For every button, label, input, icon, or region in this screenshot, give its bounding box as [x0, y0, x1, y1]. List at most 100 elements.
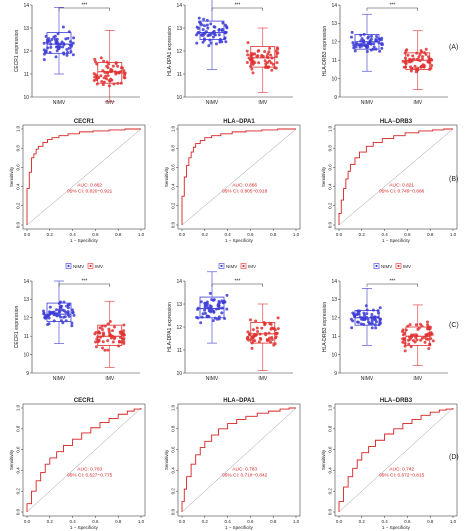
sample-point — [42, 48, 46, 52]
roc-chart: HLA−DRB3 0.0 0.2 0.4 0.6 0.8 1.0 0.0 0.2 0.4 0.6 0.… — [321, 119, 458, 243]
y-tick-label: 0.0 — [16, 221, 21, 228]
sample-point — [403, 341, 407, 345]
sample-point — [257, 61, 261, 65]
sample-point — [352, 46, 356, 50]
sample-point — [427, 55, 431, 59]
x-axis-label: 1 − Specificity — [382, 525, 411, 530]
sample-point — [98, 326, 102, 330]
sample-point — [370, 313, 374, 317]
sample-point — [414, 333, 418, 337]
y-tick-label: 9 — [334, 95, 337, 101]
sample-point — [428, 342, 432, 346]
y-tick-label: 0.4 — [16, 467, 21, 474]
x-tick-label: NIMV — [53, 376, 66, 382]
x-tick-label: 0.8 — [115, 519, 122, 524]
sample-point — [352, 43, 356, 47]
sample-point — [93, 75, 97, 79]
sample-point — [100, 327, 104, 331]
sample-point — [359, 33, 363, 37]
sample-point — [272, 343, 276, 347]
ci-label: 95% CI: 0.718−0.842 — [222, 472, 268, 478]
sample-point — [122, 69, 126, 73]
sample-point — [251, 71, 255, 75]
sample-point — [365, 49, 369, 53]
auc-label: AUC: 0.821 — [389, 183, 414, 189]
x-tick-label: IMV — [413, 100, 423, 106]
sample-point — [110, 329, 114, 333]
plot-frame — [177, 124, 301, 230]
sample-point — [365, 46, 369, 50]
sample-point — [361, 316, 365, 320]
sample-point — [245, 337, 249, 341]
y-tick-label: 9 — [26, 371, 29, 377]
sample-point — [408, 57, 412, 61]
sample-point — [353, 49, 357, 53]
y-tick-label: 0.2 — [171, 488, 176, 495]
sample-point — [225, 307, 229, 311]
sample-point — [251, 62, 255, 66]
sample-point — [255, 326, 259, 330]
sample-point — [93, 57, 97, 61]
sample-point — [401, 337, 405, 341]
sample-point — [257, 340, 261, 344]
legend-swatch-dot — [242, 264, 245, 268]
sample-point — [48, 39, 52, 43]
sample-point — [205, 300, 209, 304]
sample-point — [109, 333, 113, 337]
sample-point — [404, 328, 408, 332]
y-tick-label: 0.6 — [171, 164, 176, 171]
sample-point — [205, 18, 209, 22]
y-axis-label: Sensitivity — [164, 449, 169, 470]
sample-point — [270, 56, 274, 60]
sample-point — [274, 55, 278, 59]
ci-label: 95% CI: 0.627−0.775 — [67, 472, 113, 478]
auc-label: AUC: 0.703 — [77, 466, 102, 472]
boxplot-chart: 10 11 12 13 14 CECR1 expression NIMV IMV *** — [14, 3, 140, 106]
sample-point — [101, 83, 105, 87]
y-tick-label: 14 — [331, 279, 337, 285]
sample-point — [54, 308, 58, 312]
sample-point — [408, 337, 412, 341]
x-tick-label: 0.6 — [247, 519, 254, 524]
sample-point — [409, 345, 413, 349]
sample-point — [356, 309, 360, 313]
sample-point — [269, 53, 273, 57]
sample-point — [408, 323, 412, 327]
sample-point — [122, 333, 126, 337]
sample-point — [377, 323, 381, 327]
sample-point — [117, 340, 121, 344]
y-tick-label: 14 — [331, 3, 337, 9]
panel-label-d: (D) — [449, 454, 459, 461]
sample-point — [109, 68, 113, 72]
sample-point — [225, 293, 229, 297]
sample-point — [407, 342, 411, 346]
sample-point — [375, 35, 379, 39]
sample-point — [209, 41, 213, 45]
sample-point — [275, 61, 279, 65]
y-tick-label: 9 — [334, 371, 337, 377]
reference-diagonal — [26, 128, 142, 226]
sample-point — [208, 291, 212, 295]
sample-point — [371, 47, 375, 51]
sample-point — [105, 64, 109, 68]
sample-point — [403, 344, 407, 348]
sample-point — [406, 324, 410, 328]
chart-title: HLA−DPA1 — [223, 119, 255, 125]
x-tick-label: 0.6 — [404, 232, 411, 237]
panel-label-b: (B) — [449, 176, 459, 183]
roc-curve — [26, 408, 142, 512]
sample-point — [250, 346, 254, 350]
sample-point — [374, 326, 378, 330]
sample-point — [268, 336, 272, 340]
sample-point — [372, 42, 376, 46]
sample-point — [378, 317, 382, 321]
sample-point — [429, 337, 433, 341]
y-tick-label: 0.8 — [171, 425, 176, 432]
x-tick-label: 0.2 — [47, 519, 54, 524]
significance-label: *** — [389, 3, 395, 9]
chart-title: CECR1 — [74, 398, 95, 404]
significance-label: *** — [81, 279, 87, 285]
y-tick-label: 0.0 — [171, 221, 176, 228]
sample-point — [265, 54, 269, 58]
sample-point — [117, 71, 121, 75]
